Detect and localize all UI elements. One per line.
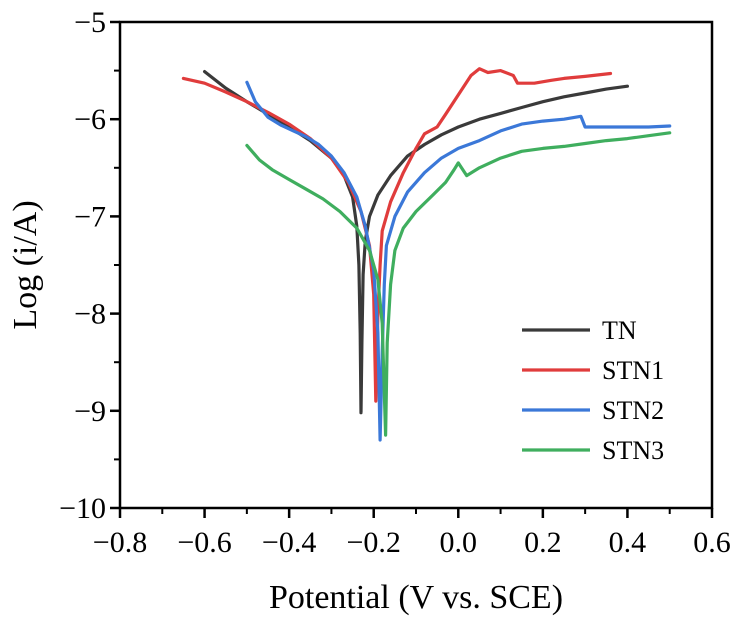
x-tick-label: −0.2 <box>347 526 401 559</box>
x-axis-title: Potential (V vs. SCE) <box>269 579 563 616</box>
y-tick-label: −8 <box>74 298 106 331</box>
series-line-stn2 <box>245 80 672 442</box>
y-tick-label: −5 <box>74 6 106 39</box>
x-tick-label: 0.0 <box>440 526 478 559</box>
y-tick-label: −9 <box>74 395 106 428</box>
series-line-tn <box>203 70 629 415</box>
legend-label-stn1: STN1 <box>602 356 664 385</box>
legend: TN STN1 STN2 STN3 <box>522 316 664 465</box>
x-tick-label: −0.4 <box>262 526 316 559</box>
legend-label-tn: TN <box>602 316 637 345</box>
x-tick-label: 0.4 <box>609 526 647 559</box>
y-tick-label: −6 <box>74 103 106 136</box>
legend-label-stn3: STN3 <box>602 436 664 465</box>
y-tick-label: −10 <box>59 492 106 525</box>
y-axis-title: Log (i/A) <box>7 200 44 329</box>
plot-area <box>181 67 672 442</box>
x-tick-label: 0.6 <box>693 526 731 559</box>
series-line-stn1 <box>181 67 613 403</box>
axes: −0.8 −0.6 −0.4 −0.2 0.0 0.2 0.4 0.6 −10 −9 −8 −7 −6 −… <box>7 6 731 616</box>
series-line-stn3 <box>245 131 672 437</box>
x-tick-label: −0.6 <box>177 526 231 559</box>
x-tick-label: −0.8 <box>93 526 147 559</box>
x-tick-label: 0.2 <box>524 526 562 559</box>
legend-label-stn2: STN2 <box>602 396 664 425</box>
y-tick-label: −7 <box>74 200 106 233</box>
